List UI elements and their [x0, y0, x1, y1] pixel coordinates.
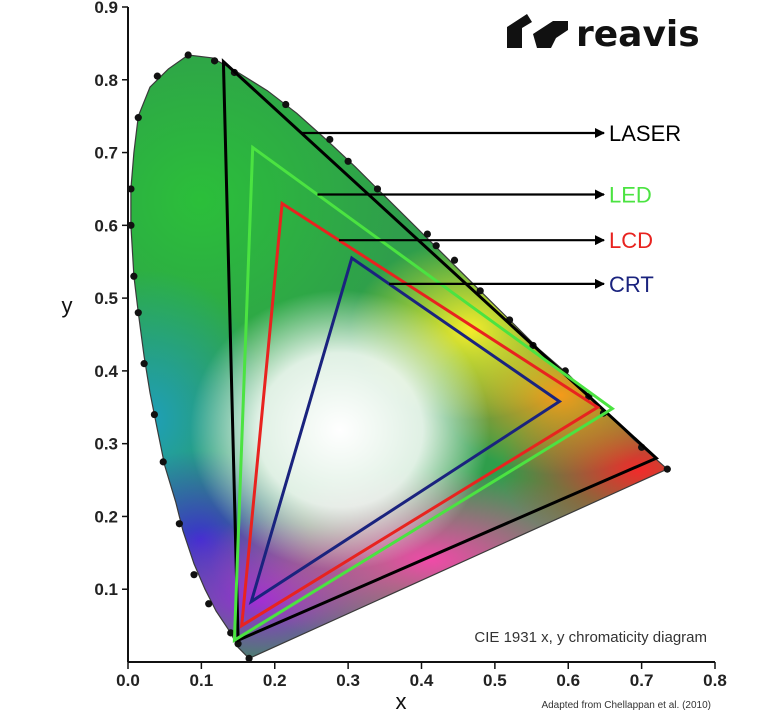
y-tick-label-3: 0.4 — [94, 362, 118, 381]
locus-marker-19 — [326, 135, 334, 144]
locus-marker-25 — [476, 287, 484, 295]
gamut-arrows — [301, 127, 605, 289]
label-led: LED — [609, 182, 652, 207]
locus-marker-12 — [127, 185, 135, 193]
locus-marker-18 — [282, 100, 290, 109]
label-lcd: LCD — [609, 228, 653, 253]
x-tick-label-2: 0.2 — [263, 671, 287, 690]
y-tick-label-7: 0.8 — [94, 71, 118, 90]
locus-marker-23 — [432, 242, 440, 250]
x-tick-label-1: 0.1 — [190, 671, 214, 690]
locus-marker-14 — [153, 72, 161, 80]
locus-marker-1 — [234, 640, 242, 648]
diagram-caption: CIE 1931 x, y chromaticity diagram — [474, 629, 707, 646]
locus-marker-2 — [227, 629, 235, 637]
locus-marker-8 — [140, 360, 148, 368]
x-tick-label-0: 0.0 — [116, 671, 140, 690]
locus-marker-22 — [423, 230, 431, 238]
locus-marker-6 — [159, 458, 167, 466]
logo-mark-icon-2 — [533, 21, 568, 48]
locus-marker-13 — [134, 114, 142, 122]
locus-marker-9 — [134, 309, 142, 317]
x-tick-label-7: 0.7 — [630, 671, 654, 690]
locus-marker-7 — [150, 410, 159, 419]
locus-marker-5 — [175, 520, 183, 528]
gamut-laser — [221, 58, 660, 643]
gamut-crt — [248, 255, 563, 606]
y-tick-label-4: 0.5 — [94, 289, 118, 308]
y-tick-label-6: 0.7 — [94, 144, 118, 163]
gamut-labels: LASER LED LCD CRT — [609, 121, 681, 297]
gamut-led — [232, 144, 615, 643]
x-tick-label-5: 0.5 — [483, 671, 507, 690]
brand-name: reavis — [576, 14, 700, 55]
gamut-lcd — [239, 200, 601, 629]
source-credit: Adapted from Chellappan et al. (2010) — [541, 700, 711, 711]
x-tick-label-6: 0.6 — [556, 671, 580, 690]
y-tick-label-1: 0.2 — [94, 507, 118, 526]
x-tick-label-4: 0.4 — [410, 671, 434, 690]
locus-marker-0 — [245, 654, 253, 662]
locus-marker-15 — [184, 51, 192, 59]
y-axis-label: y — [62, 293, 73, 318]
locus-marker-10 — [130, 272, 138, 280]
x-axis-ticks: 0.0 0.1 0.2 0.3 0.4 0.5 0.6 0.7 0.8 — [116, 662, 727, 690]
x-axis-label: x — [396, 689, 407, 714]
locus-marker-20 — [344, 157, 352, 165]
logo-mark-icon — [507, 14, 532, 48]
label-crt: CRT — [609, 272, 654, 297]
locus-marker-16 — [210, 57, 219, 65]
locus-marker-32 — [663, 465, 671, 473]
locus-marker-3 — [205, 600, 213, 608]
y-axis-ticks: 0.1 0.2 0.3 0.4 0.5 0.6 0.7 0.8 0.9 — [94, 0, 128, 599]
reavis-logo: reavis — [507, 14, 700, 55]
gamut-triangles — [221, 58, 660, 643]
x-tick-label-8: 0.8 — [703, 671, 727, 690]
y-tick-label-2: 0.3 — [94, 435, 118, 454]
locus-marker-4 — [190, 571, 198, 579]
y-tick-label-5: 0.6 — [94, 216, 118, 235]
x-tick-label-3: 0.3 — [336, 671, 360, 690]
y-tick-label-8: 0.9 — [94, 0, 118, 17]
y-tick-label-0: 0.1 — [94, 580, 118, 599]
label-laser: LASER — [609, 121, 681, 146]
locus-marker-11 — [127, 221, 135, 229]
locus-marker-21 — [373, 185, 382, 193]
locus-marker-24 — [450, 256, 459, 264]
